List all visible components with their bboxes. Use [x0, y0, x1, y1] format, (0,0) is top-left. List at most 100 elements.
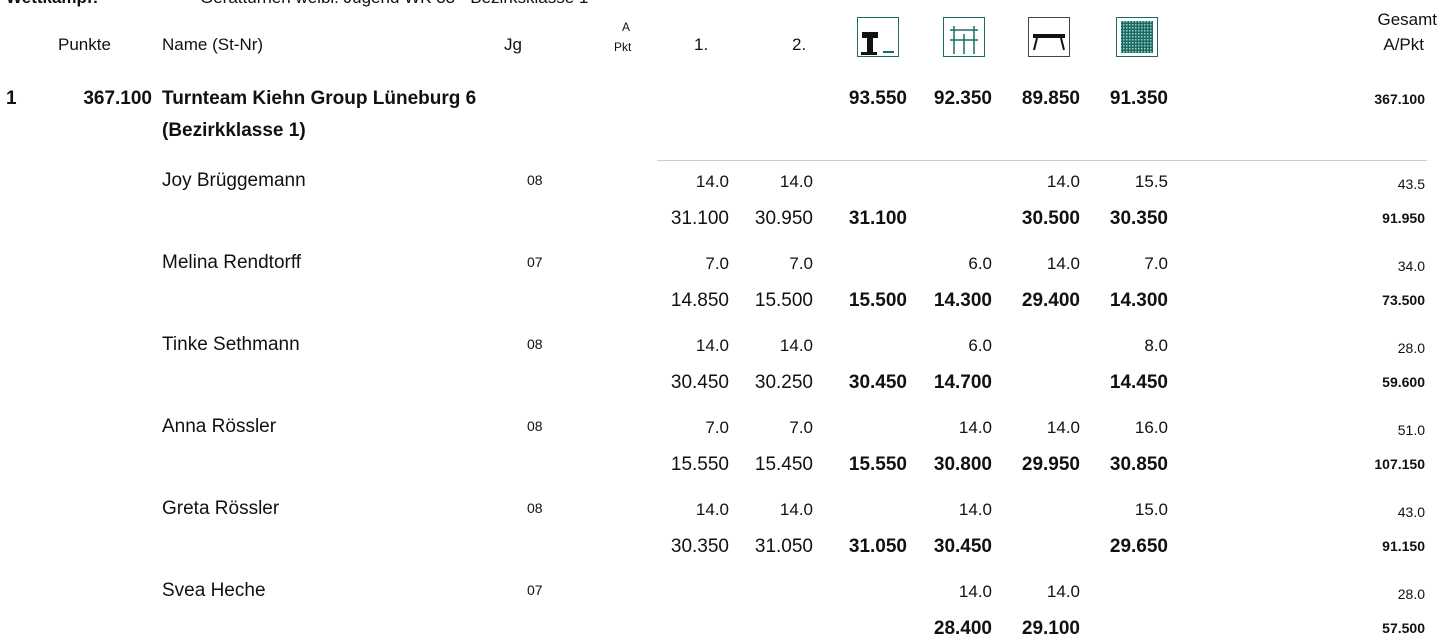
athlete-jg: 08	[527, 500, 543, 516]
a-score-floor: 16.0	[1134, 418, 1168, 437]
final-score-first: 30.350	[670, 536, 729, 557]
athlete-jg: 07	[527, 582, 543, 598]
a-score-second: 14.0	[779, 172, 813, 191]
athlete-jg: 08	[527, 336, 543, 352]
team-floor: 91.350	[1109, 88, 1168, 109]
athlete-name: Tinke Sethmann	[162, 334, 300, 355]
team-bars: 92.350	[933, 88, 992, 109]
athlete-name: Svea Heche	[162, 580, 266, 601]
final-score-bars: 30.450	[933, 536, 992, 557]
team-vault: 93.550	[848, 88, 907, 109]
a-total: 34.0	[1397, 258, 1425, 274]
a-score-second: 7.0	[789, 418, 813, 437]
athlete-jg: 08	[527, 172, 543, 188]
vault-icon	[857, 17, 899, 57]
team-total: 367.100	[1374, 91, 1425, 107]
a-total: 28.0	[1397, 340, 1425, 356]
a-score-second: 14.0	[779, 336, 813, 355]
final-score-second: 30.250	[754, 372, 813, 393]
final-score-vault: 15.500	[848, 290, 907, 311]
final-score-beam: 30.500	[1021, 208, 1080, 229]
a-score-second: 7.0	[789, 254, 813, 273]
a-total: 43.0	[1397, 504, 1425, 520]
final-score-beam: 29.100	[1021, 618, 1080, 639]
a-score-bars: 6.0	[968, 336, 992, 355]
final-score-vault: 15.550	[848, 454, 907, 475]
final-score-floor: 30.850	[1109, 454, 1168, 475]
final-score-first: 15.550	[670, 454, 729, 475]
a-score-first: 7.0	[705, 254, 729, 273]
a-score-beam: 14.0	[1046, 418, 1080, 437]
header-name: Name (St-Nr)	[162, 35, 264, 54]
final-score-bars: 30.800	[933, 454, 992, 475]
final-score-vault: 31.050	[848, 536, 907, 557]
a-score-floor: 15.0	[1134, 500, 1168, 519]
final-score-second: 15.450	[754, 454, 813, 475]
final-score-second: 30.950	[754, 208, 813, 229]
final-score-vault: 30.450	[848, 372, 907, 393]
team-beam: 89.850	[1021, 88, 1080, 109]
uneven-bars-icon	[943, 17, 985, 57]
final-score-bars: 14.300	[933, 290, 992, 311]
final-score-first: 31.100	[670, 208, 729, 229]
final-score-second: 31.050	[754, 536, 813, 557]
header-first: 1.	[694, 35, 709, 54]
athlete-jg: 07	[527, 254, 543, 270]
a-score-second: 14.0	[779, 500, 813, 519]
a-score-first: 14.0	[695, 500, 729, 519]
athlete-name: Joy Brüggemann	[162, 170, 306, 191]
a-total: 28.0	[1397, 586, 1425, 602]
header-second: 2.	[792, 35, 807, 54]
final-score-beam: 29.400	[1021, 290, 1080, 311]
final-score-first: 30.450	[670, 372, 729, 393]
a-score-beam: 14.0	[1046, 254, 1080, 273]
final-total: 57.500	[1382, 620, 1425, 636]
final-total: 59.600	[1382, 374, 1425, 390]
final-score-floor: 14.300	[1109, 290, 1168, 311]
final-score-floor: 30.350	[1109, 208, 1168, 229]
a-score-bars: 14.0	[958, 418, 992, 437]
a-score-floor: 7.0	[1144, 254, 1168, 273]
final-total: 91.150	[1382, 538, 1425, 554]
header-punkte: Punkte	[58, 35, 111, 54]
final-score-beam: 29.950	[1021, 454, 1080, 475]
a-score-beam: 14.0	[1046, 582, 1080, 601]
header-a-top: A	[622, 20, 631, 34]
floor-icon	[1116, 17, 1158, 57]
title-text: Gerätturnen weibl. Jugend WK 33 - Bezirk…	[200, 0, 588, 8]
athlete-name: Melina Rendtorff	[162, 252, 302, 273]
final-score-floor: 29.650	[1109, 536, 1168, 557]
final-score-second: 15.500	[754, 290, 813, 311]
a-score-bars: 14.0	[958, 582, 992, 601]
a-score-bars: 6.0	[968, 254, 992, 273]
team-subtitle: (Bezirkklasse 1)	[162, 120, 306, 141]
header-jg: Jg	[504, 35, 522, 54]
a-score-floor: 8.0	[1144, 336, 1168, 355]
a-total: 43.5	[1397, 176, 1425, 192]
a-score-first: 14.0	[695, 172, 729, 191]
header-apkt: A/Pkt	[1383, 35, 1424, 54]
final-total: 107.150	[1374, 456, 1425, 472]
a-total: 51.0	[1397, 422, 1425, 438]
team-rank: 1	[6, 88, 17, 109]
final-total: 73.500	[1382, 292, 1425, 308]
divider	[657, 160, 1427, 161]
title-label: Wettkampf:	[6, 0, 98, 8]
header-gesamt: Gesamt	[1377, 10, 1437, 29]
athlete-name: Anna Rössler	[162, 416, 277, 437]
balance-beam-icon	[1028, 17, 1070, 57]
final-total: 91.950	[1382, 210, 1425, 226]
a-score-first: 14.0	[695, 336, 729, 355]
final-score-first: 14.850	[670, 290, 729, 311]
team-name: Turnteam Kiehn Group Lüneburg 6	[162, 88, 477, 109]
team-points: 367.100	[83, 88, 152, 109]
a-score-floor: 15.5	[1134, 172, 1168, 191]
a-score-first: 7.0	[705, 418, 729, 437]
header-a-bottom: Pkt	[614, 40, 632, 54]
final-score-bars: 14.700	[933, 372, 992, 393]
athlete-name: Greta Rössler	[162, 498, 280, 519]
a-score-bars: 14.0	[958, 500, 992, 519]
athlete-jg: 08	[527, 418, 543, 434]
a-score-beam: 14.0	[1046, 172, 1080, 191]
final-score-floor: 14.450	[1109, 372, 1168, 393]
